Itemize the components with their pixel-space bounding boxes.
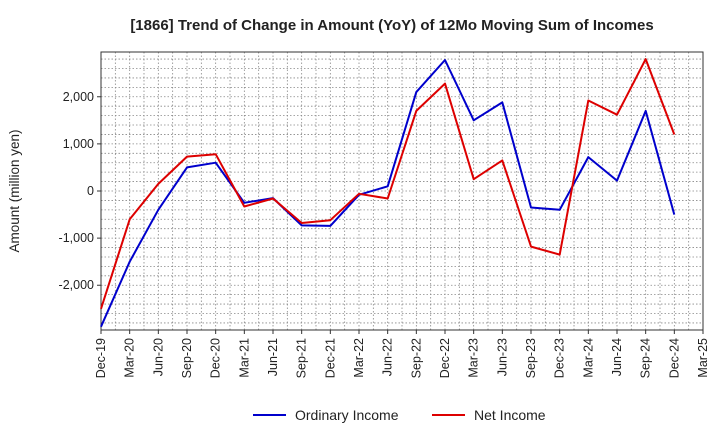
chart-title: [1866] Trend of Change in Amount (YoY) o… [130,17,653,34]
x-tick-label: Mar-21 [237,338,251,378]
x-tick-label: Dec-19 [94,338,108,378]
y-axis-label: Amount (million yen) [7,129,22,252]
x-tick-label: Mar-25 [696,338,710,378]
x-tick-label: Sep-20 [180,338,194,378]
x-tick-label: Mar-22 [352,338,366,378]
x-tick-label: Sep-24 [639,338,653,378]
x-tick-label: Dec-24 [667,338,681,378]
x-tick-label: Jun-21 [266,338,280,376]
x-tick-label: Jun-23 [495,338,509,376]
x-tick-label: Sep-22 [409,338,423,378]
x-tick-label: Dec-22 [438,338,452,378]
y-axis-ticks: -2,000 -1,000 0 1,000 2,000 [59,90,101,292]
x-tick-label: Jun-20 [151,338,165,376]
x-tick-label: Sep-23 [524,338,538,378]
legend: Ordinary Income Net Income [253,407,546,423]
y-tick-label: -1,000 [59,231,94,245]
grid [100,52,704,330]
x-tick-label: Jun-22 [381,338,395,376]
series-line-net-income [100,58,676,310]
x-tick-label: Mar-24 [581,338,595,378]
x-tick-label: Dec-20 [209,338,223,378]
legend-label: Net Income [474,407,546,423]
x-tick-label: Dec-23 [553,338,567,378]
x-tick-label: Jun-24 [610,338,624,376]
x-axis-ticks: Dec-19 Mar-20 Jun-20 Sep-20 Dec-20 Mar-21 Jun-… [94,330,710,378]
x-tick-label: Mar-20 [123,338,137,378]
legend-label: Ordinary Income [295,407,399,423]
series-line-ordinary-income [100,59,676,328]
y-tick-label: -2,000 [59,278,94,292]
y-tick-label: 0 [87,184,94,198]
series-lines [100,58,676,328]
y-tick-label: 1,000 [63,137,94,151]
x-tick-label: Dec-21 [323,338,337,378]
x-tick-label: Mar-23 [467,338,481,378]
x-tick-label: Sep-21 [295,338,309,378]
y-tick-label: 2,000 [63,90,94,104]
